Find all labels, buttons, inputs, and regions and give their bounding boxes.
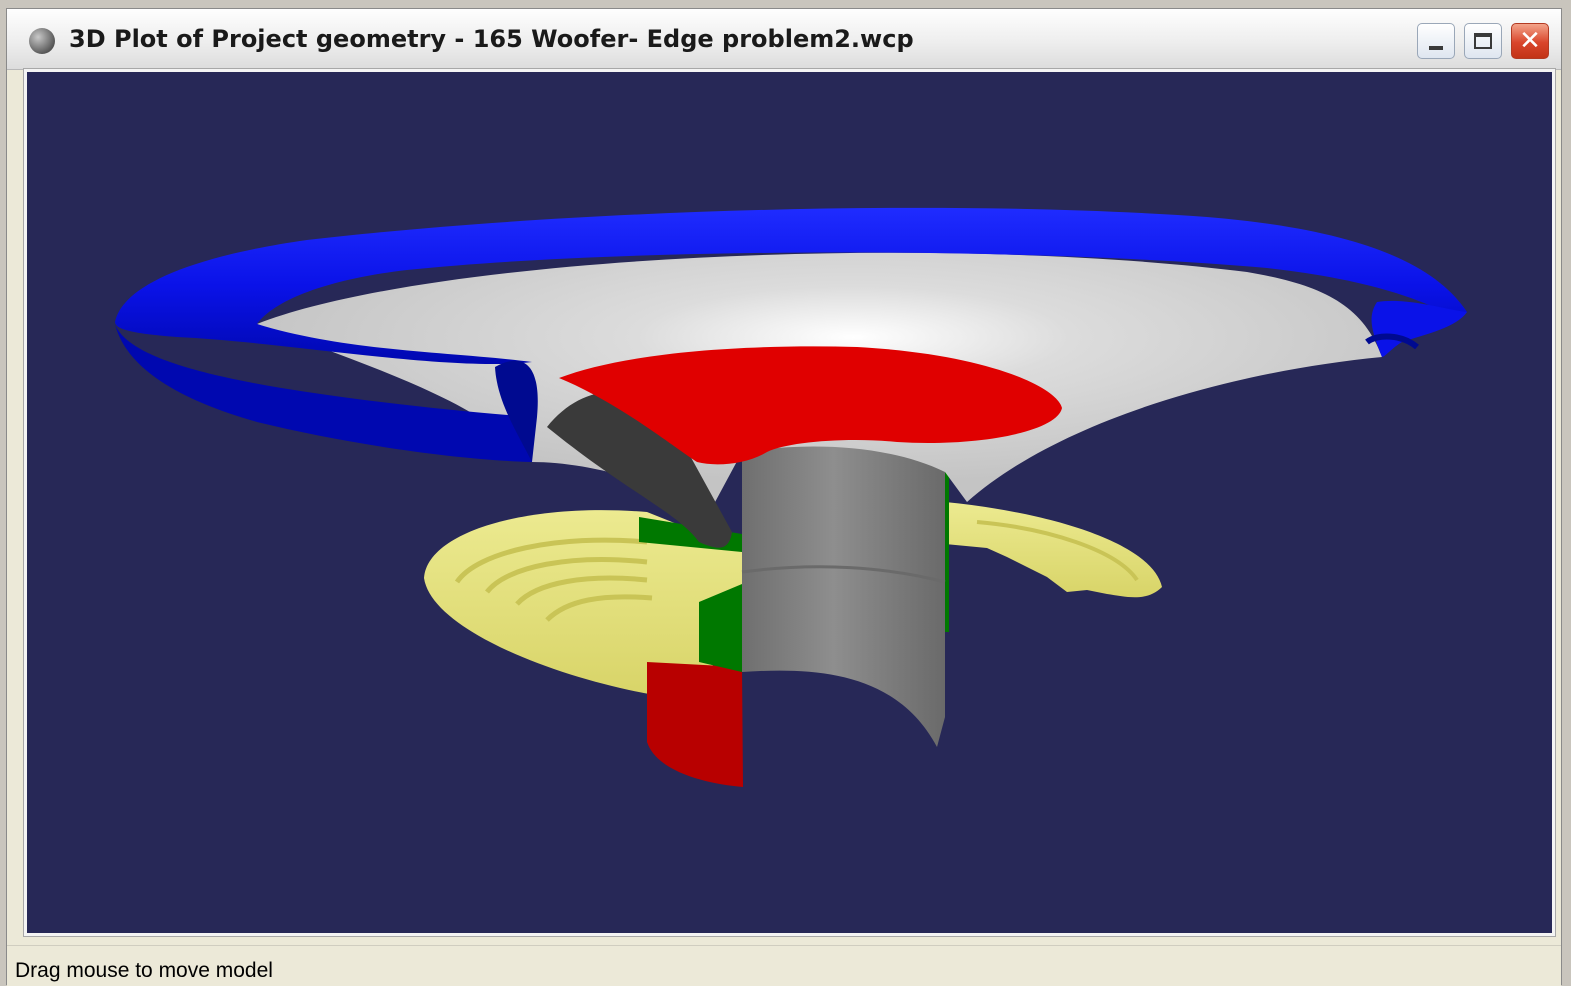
3d-viewport[interactable] xyxy=(23,68,1556,937)
close-button[interactable]: ✕ xyxy=(1511,23,1549,59)
maximize-icon xyxy=(1474,33,1492,49)
app-globe-icon[interactable] xyxy=(29,28,55,54)
dust-cap xyxy=(559,346,1062,465)
voice-coil-former xyxy=(742,444,945,747)
status-bar: Drag mouse to move model xyxy=(7,945,1561,986)
minimize-icon xyxy=(1429,46,1443,50)
speaker-model[interactable] xyxy=(27,72,1552,933)
spider xyxy=(424,502,1162,697)
minimize-button[interactable] xyxy=(1417,23,1455,59)
window-title: 3D Plot of Project geometry - 165 Woofer… xyxy=(69,25,914,53)
plot-window: 3D Plot of Project geometry - 165 Woofer… xyxy=(6,8,1562,986)
close-icon: ✕ xyxy=(1519,26,1541,56)
surround xyxy=(115,207,1467,462)
status-text: Drag mouse to move model xyxy=(15,959,273,982)
maximize-button[interactable] xyxy=(1464,23,1502,59)
former-bottom xyxy=(647,662,743,787)
title-bar[interactable]: 3D Plot of Project geometry - 165 Woofer… xyxy=(7,9,1561,70)
cone-neck xyxy=(547,391,732,548)
